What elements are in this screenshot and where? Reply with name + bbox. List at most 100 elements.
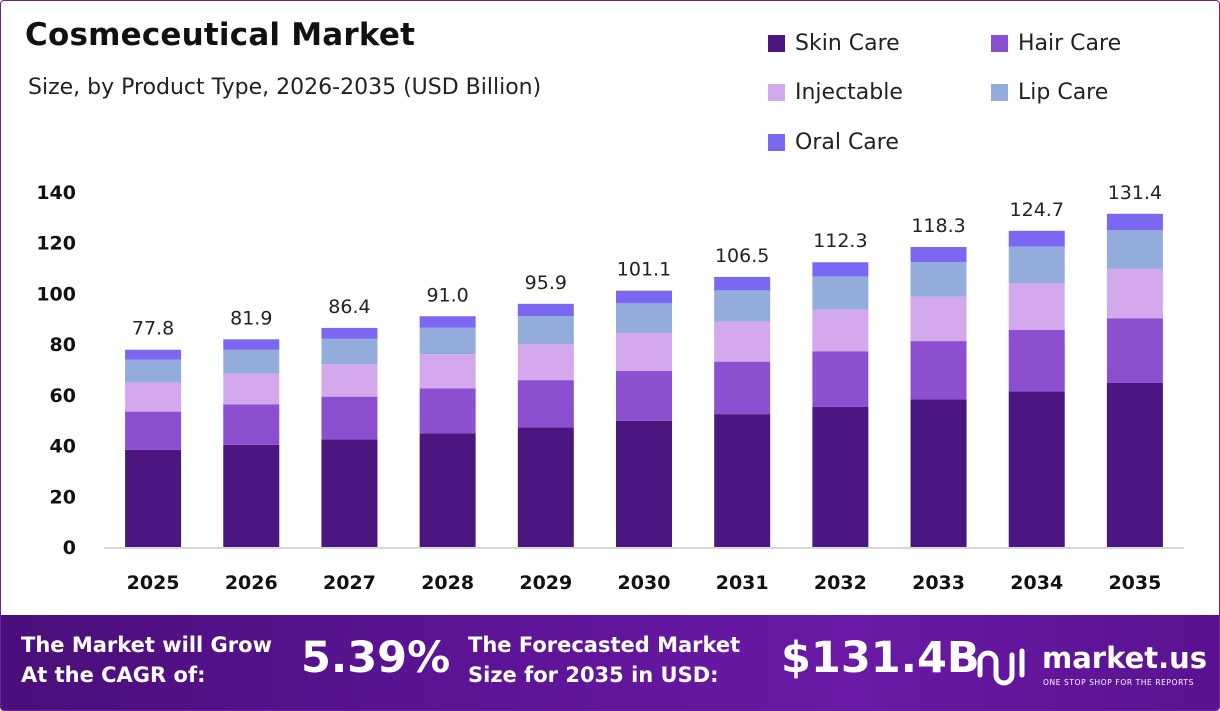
legend-swatch-skin-care [768, 34, 785, 52]
cagr-label: The Market will Grow At the CAGR of: [21, 630, 272, 690]
cagr-value: 5.39% [301, 633, 451, 683]
stacked-bar-chart: 0 20 40 60 80 100 120 140 77.8 2025 81.9 2026 86.4 20… [36, 182, 1184, 594]
y-tick-label: 120 [36, 233, 76, 255]
bar-segment-injectable [714, 321, 771, 362]
bar-segment-skin-care [910, 399, 967, 547]
y-tick-label: 100 [36, 283, 76, 305]
bar-segment-oral-care [1008, 230, 1065, 247]
bar-segment-oral-care [419, 316, 476, 328]
bar-total-label: 81.9 [230, 307, 272, 329]
bar-segment-lip-care [223, 349, 280, 374]
legend-swatch-lip-care [991, 83, 1008, 101]
x-tick-label: 2030 [618, 572, 671, 594]
legend-item-lip-care: Lip Care [991, 77, 1108, 107]
bar-segment-hair-care [812, 351, 869, 407]
legend-label-oral-care: Oral Care [795, 129, 899, 155]
bar-segment-lip-care [517, 315, 574, 345]
bar-segment-skin-care [812, 406, 869, 547]
y-tick-label: 80 [50, 334, 76, 356]
bar-total-label: 106.5 [715, 245, 769, 267]
bar-segment-skin-care [517, 427, 574, 547]
chart-subtitle: Size, by Product Type, 2026-2035 (USD Bi… [28, 75, 542, 100]
bar-segment-injectable [616, 332, 672, 372]
legend-label-lip-care: Lip Care [1018, 79, 1109, 105]
legend-swatch-hair-care [991, 34, 1008, 52]
bar-segment-lip-care [812, 276, 869, 310]
x-tick-label: 2035 [1108, 572, 1161, 594]
y-tick-label: 40 [50, 436, 76, 458]
bar-segment-oral-care [125, 349, 182, 360]
x-tick-label: 2026 [225, 572, 278, 594]
bar-segment-skin-care [125, 449, 182, 547]
bar-segment-skin-care [321, 439, 378, 547]
market-us-logo: market.us ONE STOP SHOP FOR THE REPORTS [976, 637, 1208, 693]
chart-title: Cosmeceutical Market [25, 17, 416, 53]
bar-segment-injectable [125, 382, 182, 412]
cagr-label-line2: At the CAGR of: [21, 663, 206, 687]
legend-item-injectable: Injectable [768, 77, 903, 107]
bar-segment-oral-care [517, 303, 574, 316]
bar-total-label: 77.8 [132, 318, 174, 340]
logo-tagline: ONE STOP SHOP FOR THE REPORTS [1043, 678, 1194, 687]
legend-label-skin-care: Skin Care [795, 30, 900, 56]
bar-total-label: 118.3 [911, 215, 965, 237]
x-tick-label: 2033 [912, 572, 965, 594]
bar-segment-skin-care [1106, 382, 1163, 547]
bar-segment-injectable [1008, 283, 1065, 330]
bar-segment-hair-care [1008, 329, 1065, 392]
y-tick-label: 140 [36, 182, 76, 204]
x-tick-label: 2027 [323, 572, 376, 594]
bar-segment-oral-care [1106, 213, 1163, 231]
footer-banner: The Market will Grow At the CAGR of: 5.3… [1, 615, 1219, 710]
bar-segment-lip-care [1008, 246, 1065, 284]
bar-segment-oral-care [321, 327, 378, 339]
bar-segment-hair-care [419, 388, 476, 434]
x-tick-label: 2029 [519, 572, 572, 594]
bar-segment-skin-care [223, 444, 280, 547]
bar-total-label: 95.9 [525, 272, 567, 294]
bar-total-label: 101.1 [617, 259, 671, 281]
bar-segment-hair-care [223, 404, 280, 445]
forecast-label-line1: The Forecasted Market [468, 633, 741, 657]
legend-item-hair-care: Hair Care [991, 28, 1121, 58]
y-tick-label: 60 [50, 385, 76, 407]
y-tick-label: 20 [50, 486, 76, 508]
bar-total-label: 124.7 [1010, 199, 1064, 221]
legend-item-oral-care: Oral Care [768, 127, 899, 157]
bar-segment-injectable [517, 344, 574, 381]
bar-segment-oral-care [223, 339, 280, 350]
bar-segment-injectable [1106, 268, 1163, 319]
bar-segment-hair-care [616, 371, 672, 421]
bar-segment-skin-care [616, 420, 672, 547]
bar-segment-lip-care [910, 261, 967, 297]
bar-segment-oral-care [616, 290, 672, 304]
bar-segment-lip-care [125, 359, 182, 383]
bar-segment-injectable [419, 354, 476, 389]
x-tick-label: 2028 [421, 572, 474, 594]
bar-segment-oral-care [714, 276, 771, 291]
bar-segment-lip-care [1106, 230, 1163, 269]
bar-segment-hair-care [1106, 318, 1163, 383]
cagr-label-line1: The Market will Grow [21, 633, 272, 657]
bar-segment-lip-care [616, 303, 672, 333]
bar-segment-lip-care [321, 338, 378, 365]
bar-total-label: 112.3 [813, 230, 867, 252]
bar-segment-oral-care [910, 247, 967, 262]
bar-segment-injectable [321, 364, 378, 397]
bar-segment-injectable [910, 296, 967, 342]
bar-segment-skin-care [714, 414, 771, 547]
market-us-logo-icon [977, 648, 1025, 686]
bar-total-label: 91.0 [426, 284, 468, 306]
legend-label-hair-care: Hair Care [1018, 30, 1122, 56]
bar-total-label: 86.4 [328, 296, 370, 318]
y-tick-label: 0 [63, 537, 76, 559]
logo-name: market.us [1042, 641, 1208, 675]
bar-segment-lip-care [714, 290, 771, 322]
bar-segment-hair-care [125, 411, 182, 450]
bar-segment-injectable [812, 309, 869, 352]
bar-segment-hair-care [910, 341, 967, 400]
x-tick-label: 2031 [716, 572, 769, 594]
bar-segment-hair-care [517, 380, 574, 428]
forecast-label: The Forecasted Market Size for 2035 in U… [468, 630, 740, 690]
